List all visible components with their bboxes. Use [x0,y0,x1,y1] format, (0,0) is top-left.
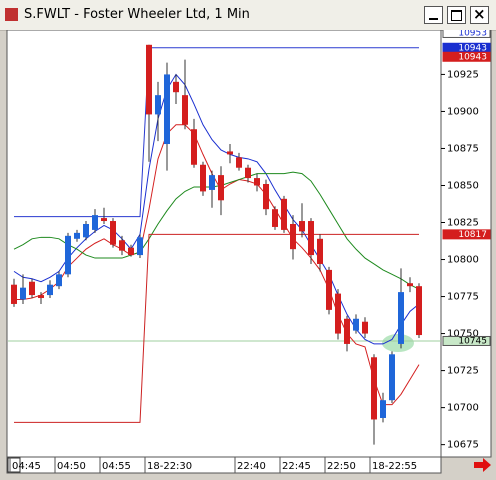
candle-body [65,235,71,275]
price-axis [440,30,492,458]
candle-body [236,157,242,168]
x-tick-label: 18-22:30 [147,461,192,472]
candle-body [200,164,206,192]
candle-body [47,284,53,296]
plot-area [6,30,442,458]
y-tick-label: 10725 [447,366,479,377]
candle-body [110,221,116,245]
x-tick-label: 22:45 [282,461,311,472]
candle-body [362,321,368,334]
x-tick-label: 04:50 [57,461,86,472]
x-tick-label: 04:55 [102,461,131,472]
y-tick-label: 10850 [447,180,479,191]
price-label: 10817 [458,230,487,240]
y-tick-label: 10900 [447,106,479,117]
price-label-box [442,229,491,240]
chart: 10675 10700 10725 10750 10775 10800 10825 10850… [6,30,492,474]
candle-body [281,198,287,230]
candle-body [308,221,314,256]
window-title: S.FWLT - Foster Wheeler Ltd, 1 Min [24,7,250,22]
scroll-box[interactable] [7,457,21,473]
candle-body [146,44,152,115]
candle-body [56,274,62,287]
candle-body [74,232,80,239]
candle-body [83,223,89,238]
price-label-box [442,335,491,346]
title-bar: S.FWLT - Foster Wheeler Ltd, 1 Min × [0,0,496,31]
candle-body [344,318,350,344]
candle-body [398,292,404,344]
x-tick-label: 04:45 [12,461,41,472]
candle-body [416,286,422,336]
candle-body [335,293,341,334]
price-label-box [442,51,491,62]
candle-body [272,209,278,227]
candle-body [290,223,296,250]
candle-body [254,178,260,186]
overlay-line [14,233,419,423]
app-icon [5,8,18,21]
x-tick-label: 22:50 [327,461,356,472]
overlay-line [14,124,420,406]
candle-body [326,269,332,310]
candle-body [119,240,125,251]
overlay-line [13,73,420,345]
price-label: 10943 [458,52,487,62]
candle-body [353,318,359,331]
price-label-box [442,30,491,38]
y-tick-label: 10875 [447,143,479,154]
scroll-arrow[interactable] [474,458,491,472]
price-label: 10745 [458,336,487,346]
candle-body [191,129,197,165]
candle-body [11,284,17,304]
candle-body [38,295,44,299]
overlay-line [14,47,419,218]
candle-body [389,354,395,401]
y-tick-label: 10675 [447,440,479,451]
y-tick-label: 10800 [447,255,479,266]
candle-body [173,81,179,93]
y-tick-label: 10750 [447,329,479,340]
y-tick-label: 10775 [447,292,479,303]
y-tick-label: 10700 [447,403,479,414]
maximize-button[interactable] [447,6,466,24]
candle-body [227,151,233,155]
candle-body [299,221,305,232]
candle-body [182,95,188,125]
candle-body [218,175,224,201]
candle-body [137,237,143,256]
overlay-line [13,171,420,290]
candle-body [20,287,26,300]
time-axis [6,456,442,474]
candle-body [380,400,386,418]
minimize-button[interactable] [424,6,443,24]
close-button[interactable]: × [470,5,489,24]
y-tick-label: 10825 [447,218,479,229]
candle-body [245,167,251,179]
candle-body [155,95,161,115]
candle-body [29,281,35,296]
x-tick-label: 22:40 [237,461,266,472]
candle-body [263,184,269,210]
candle-body [128,247,134,256]
candle-body [317,238,323,264]
price-label: 10953 [458,30,487,38]
candle-body [209,175,215,190]
y-tick-label: 10925 [447,69,479,80]
price-label: 10943 [458,43,487,53]
candle-body [164,74,170,145]
candle-body [371,357,377,420]
candle-body [407,283,413,287]
candle-body [101,218,107,222]
x-tick-label: 18-22:55 [372,461,417,472]
candle-body [92,215,98,230]
